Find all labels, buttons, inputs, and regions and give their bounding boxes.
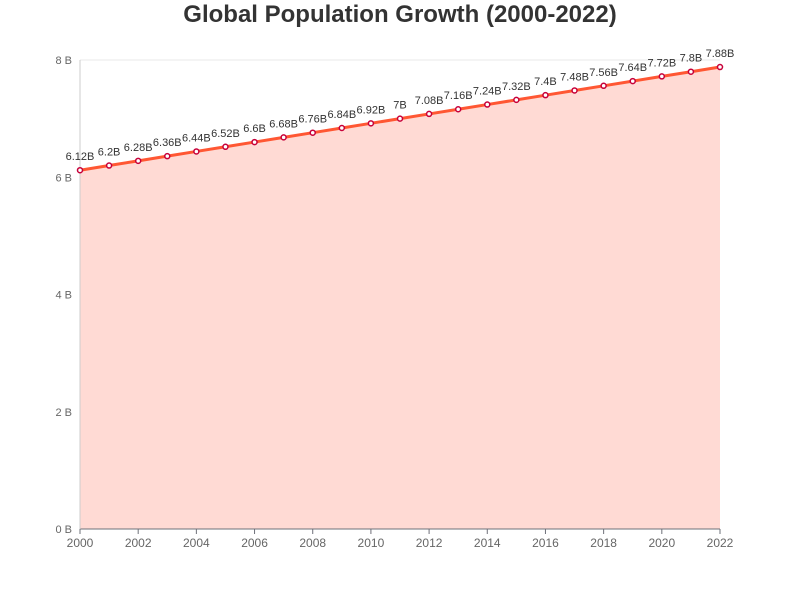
data-point bbox=[571, 87, 578, 94]
x-tick-label: 2004 bbox=[183, 536, 210, 550]
data-label: 7B bbox=[393, 100, 406, 112]
data-label: 6.68B bbox=[269, 118, 298, 130]
y-tick-label: 0 B bbox=[55, 524, 72, 536]
data-point bbox=[76, 166, 84, 174]
x-tick-label: 2010 bbox=[358, 536, 385, 550]
x-tick-label: 2018 bbox=[590, 536, 617, 550]
data-label: 7.64B bbox=[618, 62, 647, 74]
chart-title: Global Population Growth (2000-2022) bbox=[183, 1, 617, 28]
data-point bbox=[338, 124, 346, 132]
data-point bbox=[716, 63, 724, 71]
data-labels: 6.12B 6.2B 6.28B 6.36B 6.44B 6.52B 6.6B 6.68B 6.… bbox=[66, 48, 735, 163]
y-axis-ticks: 0 B 2 B 4 B 6 B 8 B bbox=[55, 55, 72, 536]
data-label: 6.52B bbox=[211, 128, 240, 140]
x-tick-label: 2002 bbox=[125, 536, 152, 550]
data-point bbox=[134, 157, 142, 165]
data-point bbox=[222, 143, 229, 151]
data-point bbox=[280, 134, 287, 141]
data-point bbox=[542, 91, 549, 99]
data-label: 6.84B bbox=[327, 109, 356, 121]
x-tick-label: 2012 bbox=[416, 536, 443, 550]
data-point bbox=[484, 101, 491, 108]
data-point bbox=[251, 138, 258, 146]
data-label: 6.28B bbox=[124, 142, 153, 154]
data-point bbox=[629, 77, 636, 85]
data-label: 6.44B bbox=[182, 132, 211, 144]
data-label: 6.76B bbox=[298, 114, 327, 126]
y-tick-label: 4 B bbox=[55, 290, 72, 302]
data-point bbox=[396, 115, 404, 122]
data-point bbox=[309, 129, 316, 136]
data-label: 7.4B bbox=[534, 76, 557, 88]
data-point bbox=[425, 110, 433, 118]
y-tick-label: 6 B bbox=[55, 172, 72, 184]
data-point bbox=[454, 105, 462, 113]
data-label: 6.6B bbox=[243, 123, 266, 135]
data-label: 6.2B bbox=[98, 147, 121, 159]
area-fill bbox=[80, 67, 720, 529]
data-point bbox=[658, 73, 666, 80]
data-label: 7.8B bbox=[680, 53, 703, 65]
data-label: 7.32B bbox=[502, 81, 531, 93]
x-tick-label: 2016 bbox=[532, 536, 559, 550]
data-point bbox=[105, 162, 113, 169]
data-point bbox=[193, 148, 200, 155]
data-label: 7.56B bbox=[589, 67, 618, 79]
x-tick-label: 2006 bbox=[241, 536, 268, 550]
x-tick-label: 2014 bbox=[474, 536, 501, 550]
x-tick-label: 2008 bbox=[299, 536, 326, 550]
data-point bbox=[600, 82, 607, 90]
data-label: 6.36B bbox=[153, 137, 182, 149]
data-label: 7.48B bbox=[560, 71, 589, 83]
data-label: 7.72B bbox=[647, 57, 676, 69]
x-tick-label: 2020 bbox=[648, 536, 675, 550]
axes bbox=[79, 60, 720, 530]
x-axis-ticks: 2000 2002 2004 2006 2008 2010 2012 2014 2016 2018… bbox=[67, 529, 734, 550]
data-point bbox=[164, 152, 171, 160]
y-tick-label: 2 B bbox=[55, 407, 72, 419]
data-label: 6.92B bbox=[357, 104, 386, 116]
data-label: 7.24B bbox=[473, 86, 502, 98]
y-tick-label: 8 B bbox=[55, 55, 72, 67]
data-points bbox=[76, 63, 724, 174]
data-label: 7.08B bbox=[415, 95, 444, 107]
data-point bbox=[367, 120, 375, 127]
data-label: 7.88B bbox=[706, 48, 735, 60]
data-point bbox=[687, 68, 695, 75]
x-tick-label: 2022 bbox=[707, 536, 734, 550]
data-label: 6.12B bbox=[66, 151, 95, 163]
data-point bbox=[513, 96, 520, 104]
data-label: 7.16B bbox=[444, 90, 473, 102]
x-tick-label: 2000 bbox=[67, 536, 94, 550]
